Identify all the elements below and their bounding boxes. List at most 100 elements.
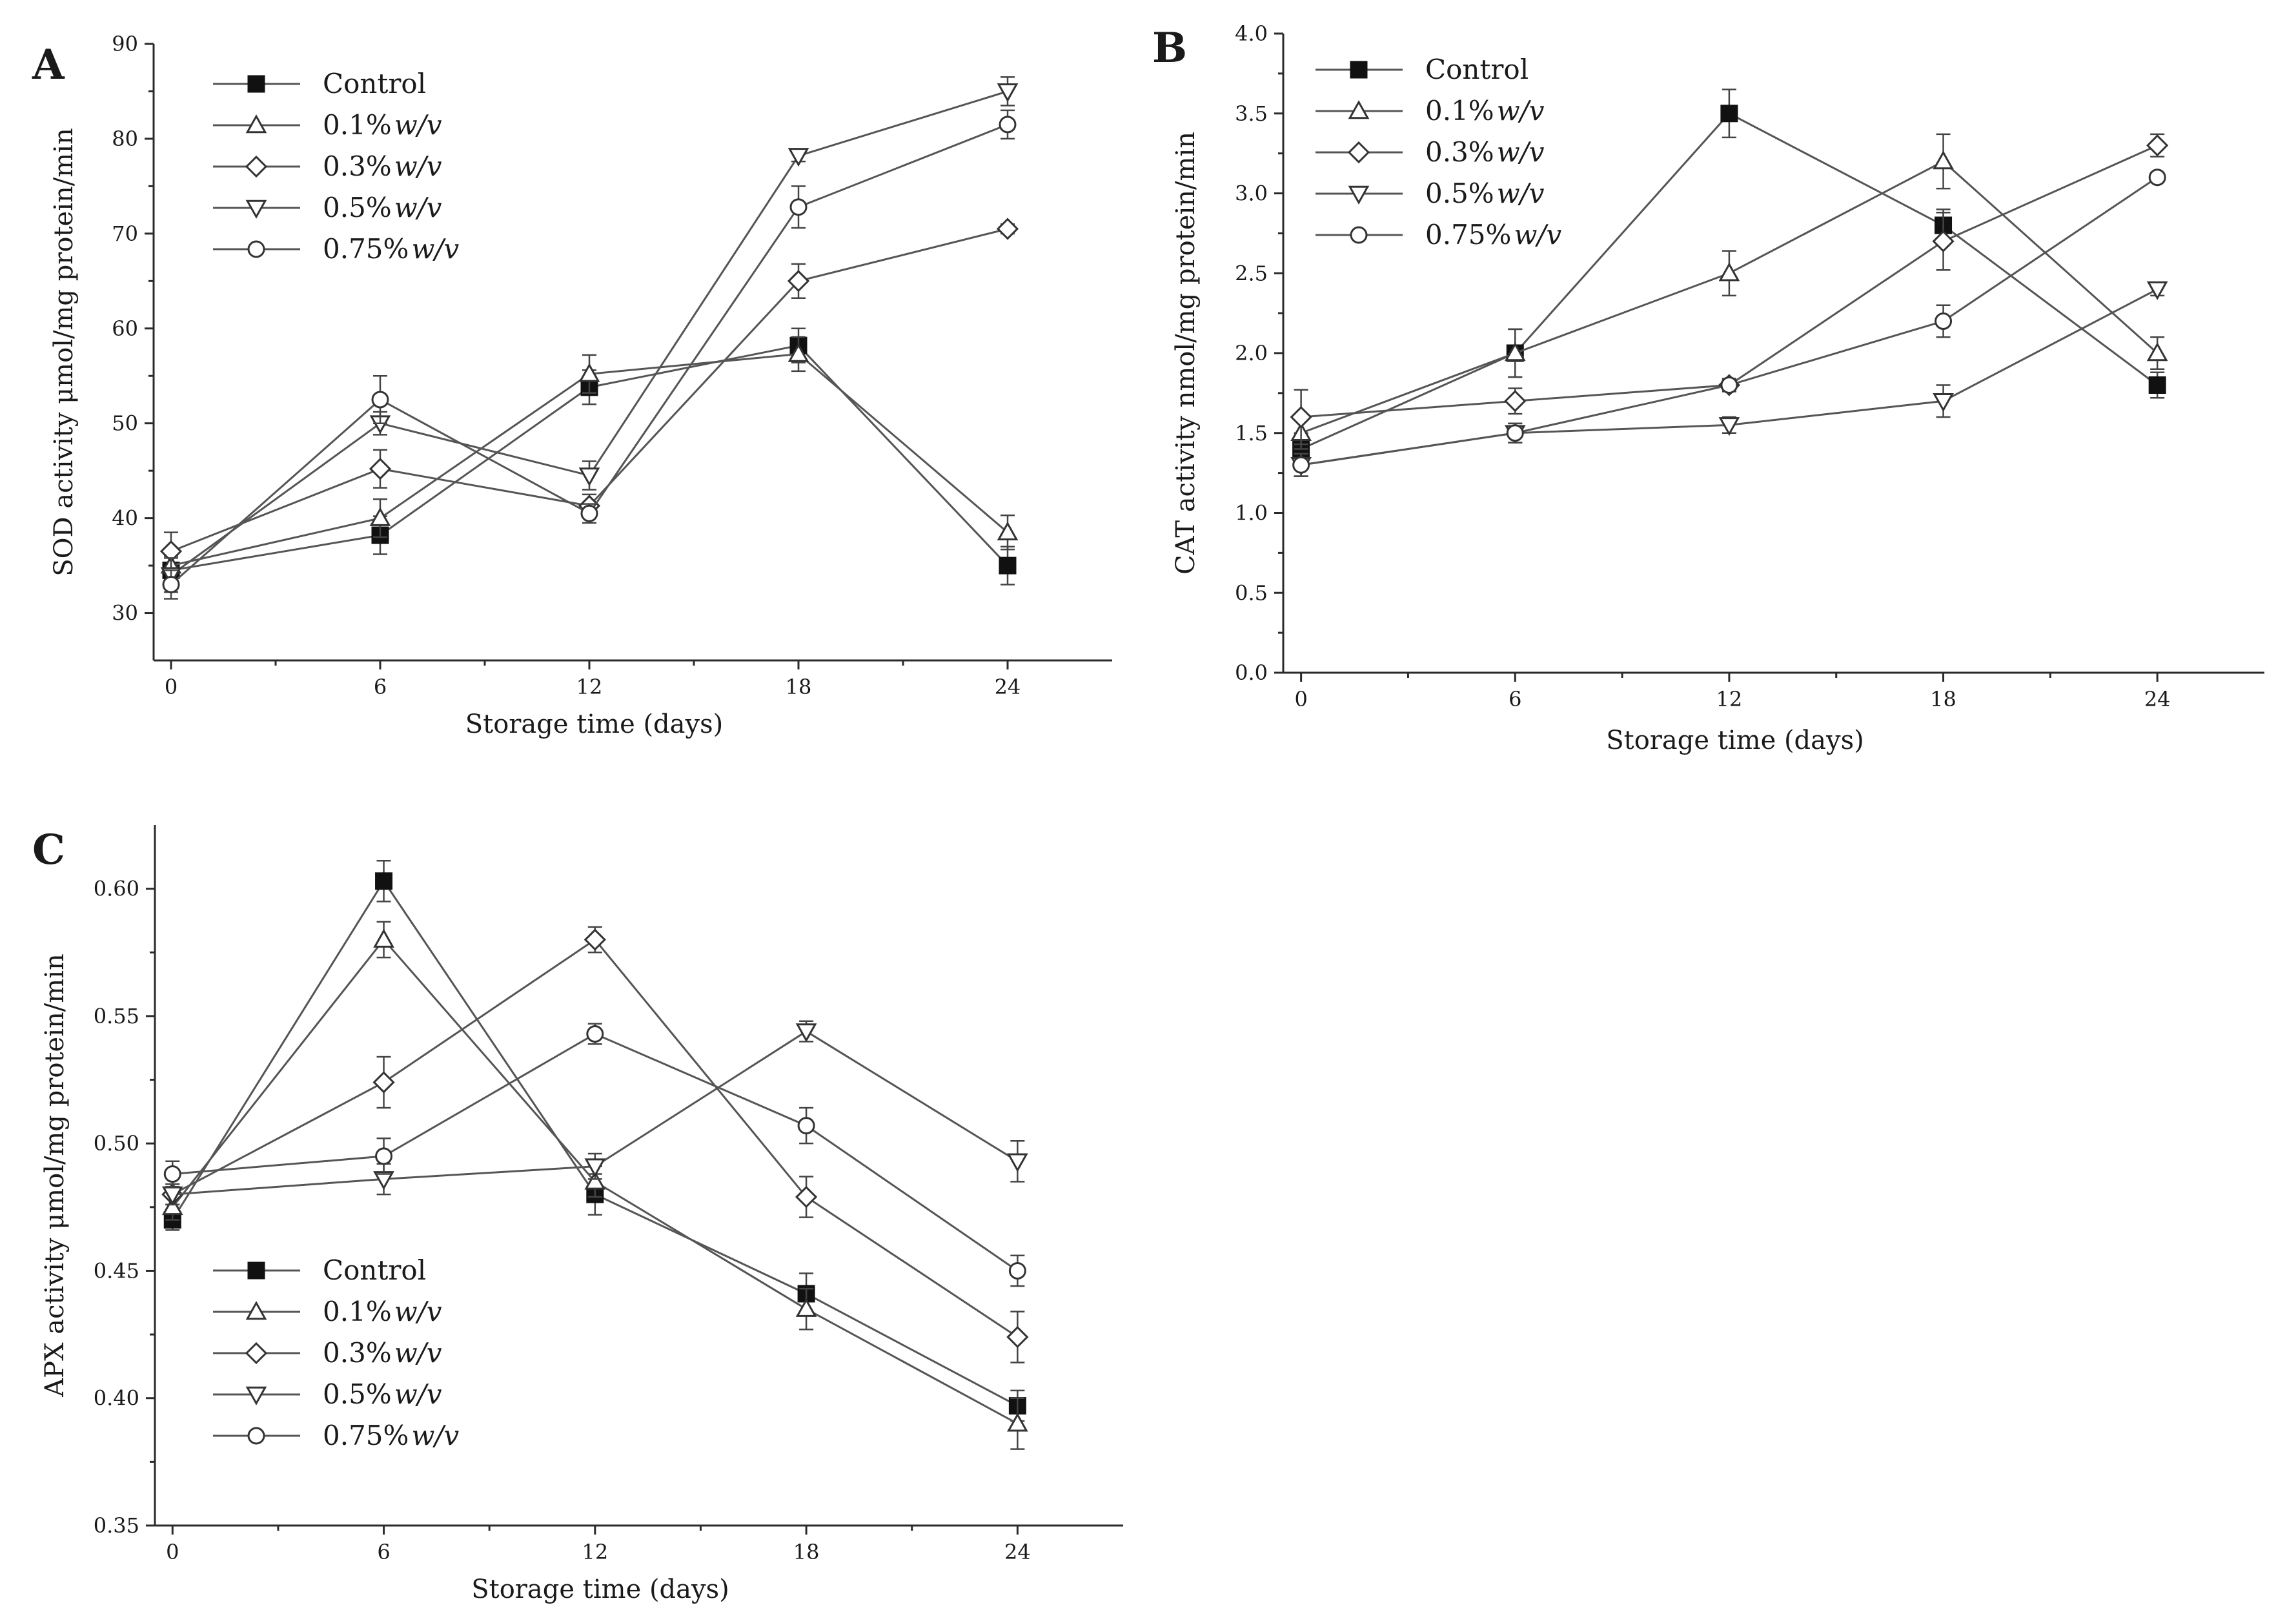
data-point — [787, 270, 810, 292]
x-tick-label: 18 — [1930, 687, 1956, 711]
legend-label: 0.1%w/v — [1425, 95, 1545, 127]
legend-label: 0.1%w/v — [323, 1296, 442, 1327]
legend-label: 0.5%w/v — [1425, 178, 1545, 209]
legend-label: 0.75%w/v — [323, 1420, 460, 1451]
data-point — [795, 1185, 818, 1209]
legend-marker — [245, 114, 267, 134]
data-point — [1720, 376, 1738, 394]
legend-marker — [247, 1427, 265, 1445]
legend-marker — [1350, 226, 1368, 244]
panel-c-ticks: 0.35 0.40 0.45 0.50 0.55 0.60 0 6 12 18 24 — [94, 877, 1031, 1564]
y-tick-label: 90 — [112, 32, 138, 56]
series-line — [172, 938, 1019, 1338]
legend-label-unit: w/v — [1497, 178, 1545, 209]
data-point — [584, 1158, 606, 1178]
panel-a-series — [159, 76, 1019, 600]
y-tick-label: 0.55 — [94, 1004, 139, 1028]
data-point — [997, 83, 1019, 103]
x-tick-label: 0 — [1294, 687, 1307, 711]
y-tick-label: 2.5 — [1235, 261, 1268, 285]
legend-label-unit: w/v — [411, 233, 459, 265]
legend-marker — [247, 1261, 265, 1280]
x-tick-label: 24 — [1004, 1540, 1031, 1564]
data-point — [1007, 1153, 1028, 1172]
data-point — [586, 1025, 604, 1043]
x-tick-label: 24 — [2144, 687, 2171, 711]
data-point — [162, 575, 180, 593]
legend-label: 0.3%w/v — [323, 150, 442, 182]
legend-label-unit: w/v — [411, 1420, 459, 1451]
y-tick-label: 3.5 — [1235, 101, 1268, 126]
data-point — [787, 343, 809, 362]
data-point — [375, 1147, 393, 1165]
data-point — [372, 1071, 395, 1094]
panel-b-legend: Control 0.1%w/v 0.3%w/v 0.5%w/v 0.75%w/v — [1316, 54, 1562, 250]
legend-label-unit: w/v — [394, 109, 442, 141]
data-point — [1504, 342, 1526, 362]
data-point — [999, 116, 1017, 134]
data-point — [584, 928, 606, 951]
y-tick-label: 0.0 — [1235, 660, 1268, 685]
y-tick-label: 1.0 — [1235, 501, 1268, 526]
data-point — [1720, 105, 1738, 123]
data-point — [1933, 393, 1954, 413]
panel-b-ticks: 0.0 0.5 1.0 1.5 2.0 2.5 3.0 3.5 4.0 0 6 12 18 24 — [1235, 21, 2170, 711]
data-point — [1290, 405, 1312, 429]
legend-marker — [245, 1342, 268, 1365]
legend-label: Control — [323, 68, 426, 99]
legend-marker — [247, 240, 265, 258]
y-tick-label: 1.5 — [1235, 421, 1268, 445]
legend-marker — [245, 1386, 267, 1405]
panel-b-series — [1290, 88, 2169, 477]
x-axis-title: Storage time (days) — [465, 709, 724, 739]
data-point — [787, 148, 809, 167]
data-point — [1292, 456, 1310, 474]
data-point — [997, 521, 1019, 540]
legend-marker — [1347, 141, 1370, 164]
data-point — [1504, 390, 1527, 413]
x-tick-label: 0 — [166, 1540, 179, 1564]
legend-marker — [1348, 185, 1370, 205]
y-tick-label: 0.45 — [94, 1258, 139, 1283]
y-tick-label: 0.5 — [1235, 580, 1268, 605]
data-point — [369, 458, 392, 480]
y-axis-title: CAT activity nmol/mg protein/min — [1171, 132, 1201, 575]
legend-marker — [245, 155, 268, 178]
legend-marker — [245, 199, 267, 219]
data-point — [2148, 376, 2166, 394]
y-tick-label: 2.0 — [1235, 341, 1268, 365]
y-tick-label: 4.0 — [1235, 21, 1268, 46]
panel-b-cat-chart: B 0.0 0.5 1.0 1.5 2.0 2.5 3.0 3.5 4.0 0 6 12 18 24 CA… — [1152, 21, 2264, 755]
legend-label-unit: w/v — [394, 1378, 442, 1410]
y-axis-title: APX activity μmol/mg protein/min — [40, 954, 70, 1397]
x-tick-label: 18 — [793, 1540, 820, 1564]
y-tick-label: 50 — [112, 411, 138, 436]
x-tick-label: 0 — [165, 675, 178, 699]
data-point — [797, 1117, 815, 1135]
legend-label-unit: w/v — [1497, 95, 1545, 127]
x-tick-label: 12 — [1716, 687, 1743, 711]
data-point — [373, 928, 394, 948]
legend-label: 0.3%w/v — [323, 1337, 442, 1369]
data-point — [578, 363, 600, 382]
panel-c-series — [161, 859, 1029, 1450]
legend-label: Control — [1425, 54, 1529, 85]
data-point — [161, 1196, 183, 1216]
panel-c-apx-chart: C 0.35 0.40 0.45 0.50 0.55 0.60 0 6 12 18 24 APX a… — [32, 825, 1123, 1604]
panel-c-legend: Control 0.1%w/v 0.3%w/v 0.5%w/v 0.75%w/v — [213, 1254, 460, 1451]
y-tick-label: 0.60 — [94, 877, 139, 901]
x-tick-label: 18 — [786, 675, 812, 699]
legend-label: Control — [323, 1254, 426, 1286]
legend-label: 0.5%w/v — [323, 192, 442, 223]
data-point — [369, 507, 391, 526]
x-tick-label: 12 — [582, 1540, 608, 1564]
legend-label-unit: w/v — [394, 192, 442, 223]
panel-a-legend: Control 0.1%w/v 0.3%w/v 0.5%w/v 0.75%w/v — [213, 68, 460, 265]
data-point — [1933, 150, 1954, 170]
legend-label-unit: w/v — [394, 1296, 442, 1327]
y-tick-label: 0.50 — [94, 1131, 139, 1156]
y-tick-label: 70 — [112, 221, 138, 246]
data-point — [789, 198, 808, 216]
data-point — [795, 1298, 817, 1317]
